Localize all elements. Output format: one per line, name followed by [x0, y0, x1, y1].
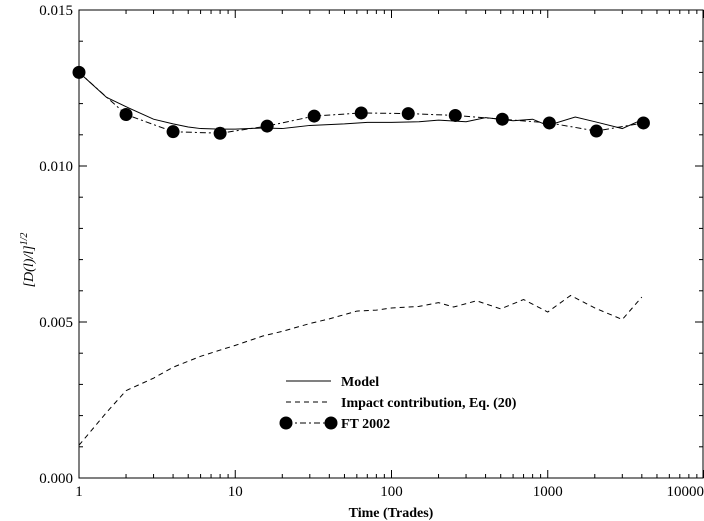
y-tick-label: 0.000	[39, 471, 73, 487]
data-point	[636, 116, 650, 130]
y-axis-title-main: [D(l)/l]	[22, 245, 37, 287]
legend-label-1: Impact contribution, Eq. (20)	[341, 396, 517, 411]
data-point	[589, 124, 603, 138]
y-tick-label: 0.010	[39, 159, 73, 175]
data-point	[354, 106, 368, 120]
x-tick-label: 1000	[533, 484, 563, 500]
y-tick-label: 0.015	[39, 3, 73, 19]
legend-label-0: Model	[341, 375, 379, 390]
series-line-2	[78, 72, 644, 134]
x-tick-label: 100	[380, 484, 403, 500]
x-tick-label: 1	[75, 484, 83, 500]
legend: Model Impact contribution, Eq. (20) FT 200…	[279, 375, 517, 432]
data-point	[542, 116, 556, 130]
x-axis-title: Time (Trades)	[349, 506, 434, 521]
x-axis: 1 10 100 1000 10000	[75, 10, 704, 500]
data-point	[213, 126, 227, 140]
data-point	[72, 65, 86, 79]
x-tick-label: 10000	[667, 484, 704, 500]
y-axis-title: [D(l)/l]1/2	[19, 233, 37, 288]
legend-marker	[324, 416, 338, 430]
data-point	[495, 112, 509, 126]
data-point	[401, 107, 415, 121]
y-tick-label: 0.005	[39, 315, 73, 331]
data-point	[307, 109, 321, 123]
series-line-1	[78, 294, 643, 446]
legend-label-2: FT 2002	[341, 417, 390, 432]
y-axis-title-superscript: 1/2	[19, 233, 30, 246]
y-axis: 0.000 0.005 0.010 0.015	[39, 3, 703, 487]
series-layer	[72, 65, 650, 446]
legend-marker	[279, 416, 293, 430]
series-line-0	[78, 72, 643, 130]
data-point	[448, 108, 462, 122]
x-tick-label: 10	[228, 484, 243, 500]
data-point	[166, 125, 180, 139]
data-point	[119, 108, 133, 122]
data-point	[260, 119, 274, 133]
